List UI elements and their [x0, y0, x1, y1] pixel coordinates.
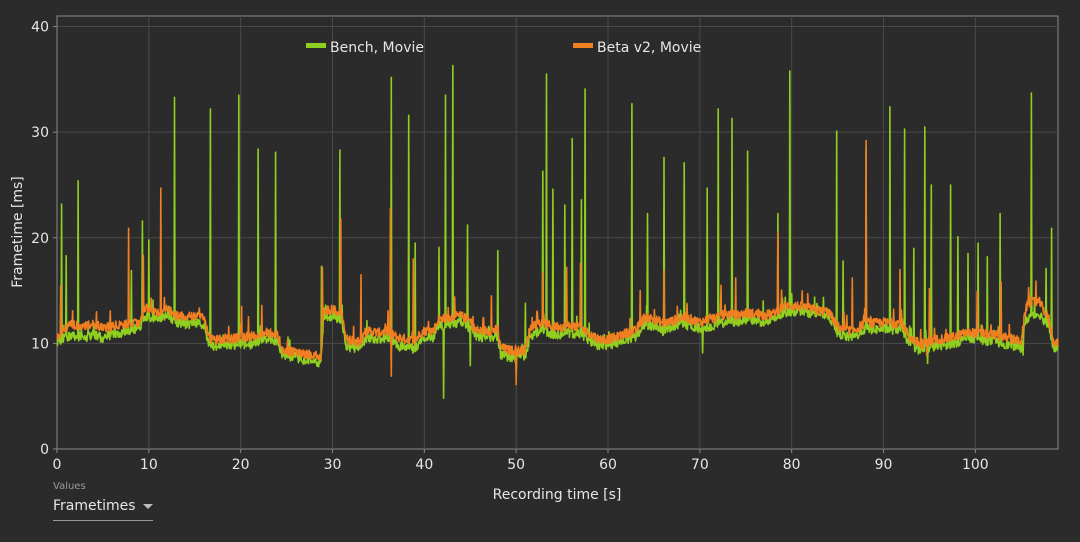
values-caption: Values	[53, 481, 86, 492]
x-tick-label: 90	[875, 457, 893, 473]
legend-label: Beta v2, Movie	[597, 40, 701, 56]
x-tick-label: 0	[53, 457, 62, 473]
legend-swatch	[306, 43, 326, 48]
values-select[interactable]: Frametimes	[53, 498, 153, 521]
y-tick-label: 0	[40, 442, 49, 458]
values-selected-label: Frametimes	[53, 498, 136, 514]
series-line	[56, 139, 1059, 386]
x-tick-label: 30	[324, 457, 342, 473]
x-tick-label: 40	[415, 457, 433, 473]
x-tick-label: 60	[599, 457, 617, 473]
y-tick-label: 30	[31, 125, 49, 141]
series-layer	[56, 64, 1059, 400]
x-tick-label: 10	[140, 457, 158, 473]
y-axis-title: Frametime [ms]	[10, 176, 26, 288]
x-tick-label: 70	[691, 457, 709, 473]
plot-frame	[56, 15, 1059, 450]
x-tick-label: 80	[783, 457, 801, 473]
y-tick-label: 10	[31, 336, 49, 352]
values-dropdown[interactable]: Values Frametimes	[53, 481, 153, 521]
chevron-down-icon[interactable]	[143, 503, 153, 509]
legend-layer: Bench, Movie Beta v2, Movie	[306, 40, 701, 56]
x-tick-label: 20	[232, 457, 250, 473]
x-tick-label: 100	[962, 457, 989, 473]
legend-swatch	[573, 43, 593, 48]
axis-layer: 0 10 20 30 40 0 10 20 30 40 50 60 70 80 90 100	[31, 20, 989, 473]
series-line	[56, 64, 1059, 400]
legend-label: Bench, Movie	[330, 40, 424, 56]
x-axis-title: Recording time [s]	[493, 487, 622, 503]
y-tick-label: 40	[31, 20, 49, 36]
y-tick-label: 20	[31, 231, 49, 247]
x-tick-label: 50	[507, 457, 525, 473]
grid-layer	[56, 15, 1059, 450]
